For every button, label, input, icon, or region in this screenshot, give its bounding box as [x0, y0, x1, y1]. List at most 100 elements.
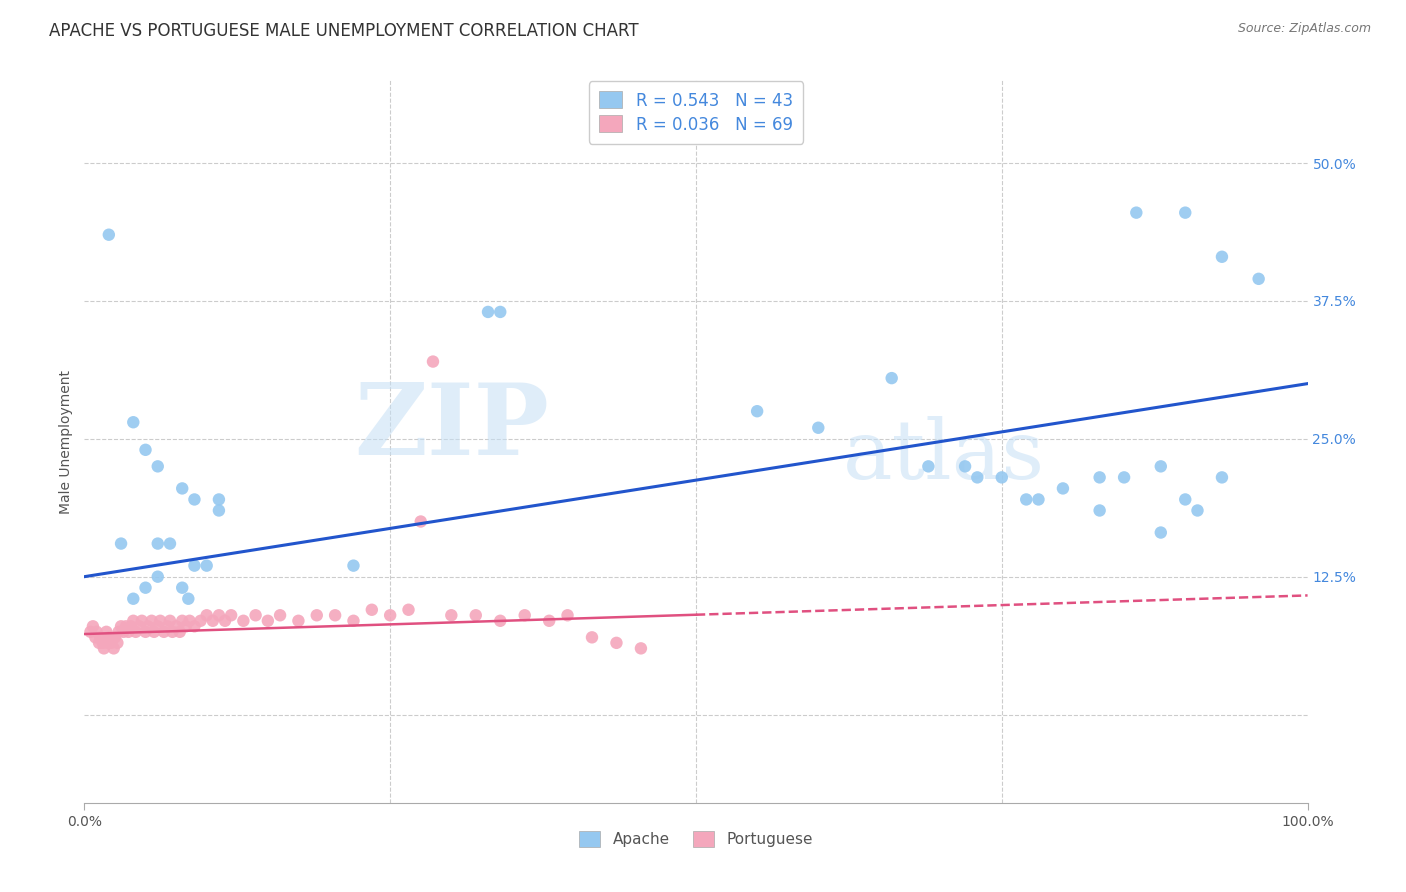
- Point: [342, 614, 364, 628]
- Point: [208, 503, 231, 517]
- Point: [89, 631, 111, 645]
- Point: [87, 636, 110, 650]
- Point: [232, 614, 254, 628]
- Point: [115, 619, 138, 633]
- Point: [1150, 459, 1173, 474]
- Point: [190, 614, 212, 628]
- Point: [201, 614, 224, 628]
- Point: [146, 569, 169, 583]
- Point: [269, 608, 291, 623]
- Point: [110, 536, 132, 550]
- Point: [1211, 250, 1233, 264]
- Point: [91, 636, 114, 650]
- Point: [208, 608, 231, 623]
- Text: APACHE VS PORTUGUESE MALE UNEMPLOYMENT CORRELATION CHART: APACHE VS PORTUGUESE MALE UNEMPLOYMENT C…: [49, 22, 638, 40]
- Point: [183, 619, 205, 633]
- Point: [257, 614, 280, 628]
- Point: [84, 631, 107, 645]
- Point: [477, 305, 499, 319]
- Point: [1088, 503, 1111, 517]
- Point: [93, 641, 115, 656]
- Point: [953, 459, 976, 474]
- Point: [489, 614, 512, 628]
- Point: [440, 608, 463, 623]
- Point: [208, 492, 231, 507]
- Point: [305, 608, 328, 623]
- Point: [135, 442, 157, 457]
- Point: [159, 536, 181, 550]
- Text: ZIP: ZIP: [354, 378, 550, 475]
- Point: [117, 624, 139, 639]
- Point: [105, 636, 128, 650]
- Point: [82, 619, 104, 633]
- Point: [409, 515, 432, 529]
- Text: Source: ZipAtlas.com: Source: ZipAtlas.com: [1237, 22, 1371, 36]
- Point: [146, 619, 169, 633]
- Point: [174, 619, 197, 633]
- Point: [179, 614, 201, 628]
- Point: [557, 608, 579, 623]
- Point: [422, 354, 444, 368]
- Text: atlas: atlas: [842, 416, 1045, 496]
- Point: [120, 619, 142, 633]
- Point: [1015, 492, 1038, 507]
- Point: [630, 641, 652, 656]
- Point: [162, 624, 184, 639]
- Point: [79, 624, 101, 639]
- Point: [97, 631, 120, 645]
- Point: [1150, 525, 1173, 540]
- Point: [489, 305, 512, 319]
- Point: [287, 614, 309, 628]
- Point: [183, 558, 205, 573]
- Point: [100, 636, 122, 650]
- Point: [172, 614, 194, 628]
- Y-axis label: Male Unemployment: Male Unemployment: [59, 369, 73, 514]
- Point: [323, 608, 346, 623]
- Point: [605, 636, 627, 650]
- Point: [214, 614, 236, 628]
- Point: [159, 614, 181, 628]
- Point: [107, 624, 129, 639]
- Point: [153, 624, 176, 639]
- Point: [807, 421, 830, 435]
- Point: [97, 227, 120, 242]
- Point: [128, 619, 150, 633]
- Point: [96, 624, 118, 639]
- Point: [172, 581, 194, 595]
- Point: [146, 536, 169, 550]
- Point: [1028, 492, 1050, 507]
- Point: [177, 591, 200, 606]
- Point: [245, 608, 267, 623]
- Point: [195, 608, 218, 623]
- Point: [104, 631, 127, 645]
- Point: [1125, 205, 1147, 219]
- Point: [110, 619, 132, 633]
- Point: [464, 608, 486, 623]
- Point: [122, 591, 145, 606]
- Point: [380, 608, 402, 623]
- Point: [172, 482, 194, 496]
- Point: [1247, 272, 1270, 286]
- Point: [122, 415, 145, 429]
- Point: [135, 624, 157, 639]
- Point: [1211, 470, 1233, 484]
- Point: [342, 558, 364, 573]
- Point: [165, 619, 187, 633]
- Point: [581, 631, 603, 645]
- Point: [747, 404, 769, 418]
- Point: [880, 371, 903, 385]
- Point: [103, 641, 125, 656]
- Point: [112, 624, 135, 639]
- Point: [169, 624, 191, 639]
- Point: [219, 608, 242, 623]
- Point: [131, 614, 153, 628]
- Point: [122, 614, 145, 628]
- Point: [1174, 492, 1197, 507]
- Point: [398, 603, 420, 617]
- Legend: Apache, Portuguese: Apache, Portuguese: [574, 825, 818, 853]
- Point: [156, 619, 179, 633]
- Point: [538, 614, 561, 628]
- Point: [86, 624, 108, 639]
- Point: [1052, 482, 1074, 496]
- Point: [195, 558, 218, 573]
